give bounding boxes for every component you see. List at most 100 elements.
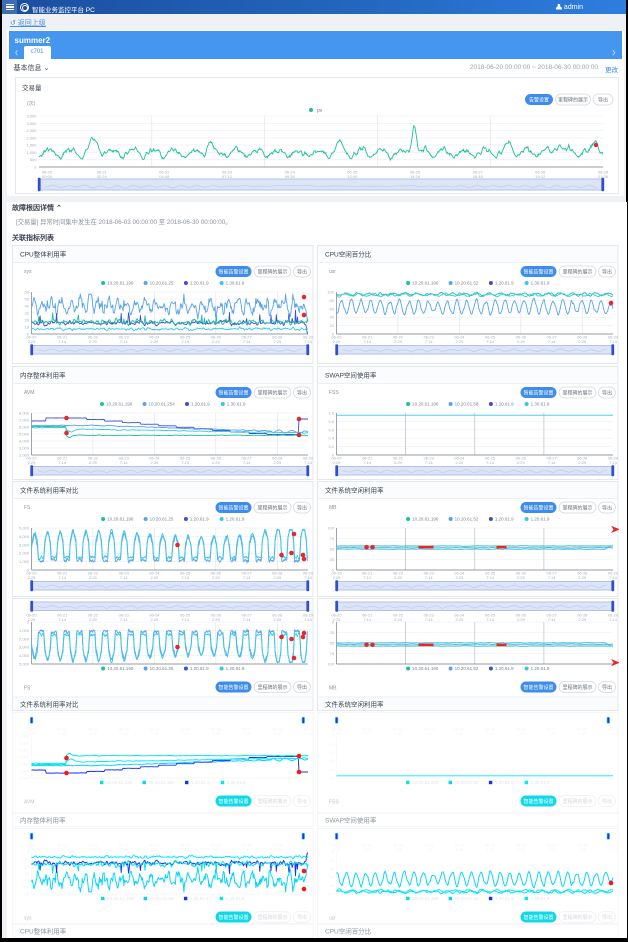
svg-text:06-29: 06-29 (303, 335, 314, 340)
svg-text:06-25: 06-25 (180, 571, 191, 576)
svg-text:10.20.61.190: 10.20.61.190 (412, 402, 439, 407)
svg-text:7:14: 7:14 (609, 339, 618, 344)
svg-text:14:24: 14:24 (410, 174, 421, 179)
svg-text:06-24: 06-24 (149, 843, 160, 848)
svg-text:导出: 导出 (602, 504, 612, 511)
svg-text:0: 0 (332, 734, 335, 739)
svg-text:2:29: 2:29 (394, 575, 403, 580)
svg-text:2:29: 2:29 (89, 731, 98, 736)
svg-text:2:29: 2:29 (456, 617, 465, 622)
svg-text:7:14: 7:14 (363, 731, 372, 736)
svg-text:1.20.61.9: 1.20.61.9 (531, 666, 550, 671)
svg-text:06-26: 06-26 (516, 335, 527, 340)
svg-text:智能告警设置: 智能告警设置 (523, 504, 553, 511)
svg-text:10.20.61.190: 10.20.61.190 (107, 281, 134, 286)
svg-text:7:14: 7:14 (120, 460, 129, 465)
svg-text:0: 0 (27, 620, 30, 625)
svg-text:7:14: 7:14 (304, 575, 313, 580)
svg-text:06-23: 06-23 (222, 170, 233, 175)
svg-text:80: 80 (330, 883, 335, 888)
svg-text:10.20.61.190: 10.20.61.190 (107, 517, 134, 522)
svg-text:1.0: 1.0 (328, 411, 334, 416)
svg-text:06-20: 06-20 (331, 727, 342, 732)
svg-text:内存整体利用率: 内存整体利用率 (20, 816, 66, 825)
svg-text:导出: 导出 (602, 684, 612, 691)
svg-text:5,000: 5,000 (19, 662, 30, 667)
svg-text:06-26: 06-26 (516, 727, 527, 732)
svg-text:2:29: 2:29 (212, 339, 221, 344)
svg-text:2:29: 2:29 (151, 617, 160, 622)
svg-text:内存整体利用率: 内存整体利用率 (20, 371, 66, 380)
svg-text:80: 80 (330, 298, 335, 303)
svg-text:10.20.61.254: 10.20.61.254 (149, 402, 176, 407)
svg-text:智能告警设置: 智能告警设置 (218, 389, 248, 396)
svg-text:2:29: 2:29 (517, 339, 526, 344)
svg-text:06-25: 06-25 (485, 456, 496, 461)
svg-text:2:29: 2:29 (333, 460, 342, 465)
svg-text:7,000: 7,000 (19, 418, 30, 423)
svg-text:7:14: 7:14 (120, 847, 129, 852)
svg-text:06-22: 06-22 (393, 335, 404, 340)
svg-text:50: 50 (25, 297, 30, 302)
svg-text:2,500: 2,500 (26, 128, 37, 133)
svg-text:3,500: 3,500 (26, 114, 37, 119)
svg-text:1.20.61.9: 1.20.61.9 (191, 402, 210, 407)
svg-text:2:29: 2:29 (28, 460, 37, 465)
svg-text:06-22: 06-22 (88, 613, 99, 618)
svg-text:智能告警设置: 智能告警设置 (218, 684, 248, 691)
svg-text:06-28: 06-28 (272, 571, 283, 576)
svg-text:40: 40 (330, 866, 335, 871)
svg-text:06-20: 06-20 (331, 571, 342, 576)
svg-text:06-27: 06-27 (241, 456, 252, 461)
svg-text:06-27: 06-27 (241, 571, 252, 576)
svg-text:1.30.61.9: 1.30.61.9 (531, 281, 550, 286)
svg-text:06-26: 06-26 (516, 613, 527, 618)
svg-text:06-27: 06-27 (546, 613, 557, 618)
svg-text:7:14: 7:14 (243, 575, 252, 580)
svg-text:7:14: 7:14 (304, 847, 313, 852)
svg-text:12:00: 12:00 (347, 174, 358, 179)
svg-text:100: 100 (327, 290, 334, 295)
svg-text:06-20: 06-20 (26, 613, 37, 618)
svg-text:FS: FS (24, 686, 31, 692)
svg-text:06-22: 06-22 (88, 571, 99, 576)
svg-text:06-25: 06-25 (485, 843, 496, 848)
svg-text:1.20.61.9: 1.20.61.9 (190, 896, 209, 901)
svg-text:06-28: 06-28 (272, 843, 283, 848)
svg-text:06-27: 06-27 (546, 335, 557, 340)
svg-text:06-21: 06-21 (57, 613, 68, 618)
svg-text:30: 30 (25, 311, 30, 316)
svg-text:导出: 导出 (297, 914, 307, 921)
svg-text:7:14: 7:14 (181, 339, 190, 344)
svg-text:智能告警设置: 智能告警设置 (218, 914, 248, 921)
svg-text:06-20: 06-20 (42, 170, 53, 175)
svg-text:2:29: 2:29 (212, 460, 221, 465)
svg-text:100: 100 (327, 892, 334, 897)
svg-text:7:14: 7:14 (120, 575, 129, 580)
svg-text:7:14: 7:14 (486, 847, 495, 852)
svg-text:06-21: 06-21 (362, 456, 373, 461)
svg-text:06-23: 06-23 (119, 613, 130, 618)
svg-text:4,000: 4,000 (19, 439, 30, 444)
svg-text:7:14: 7:14 (363, 575, 372, 580)
svg-text:2:29: 2:29 (28, 339, 37, 344)
svg-text:02:24: 02:24 (97, 174, 108, 179)
svg-text:10.20.61.190: 10.20.61.190 (106, 780, 133, 785)
svg-text:06-27: 06-27 (546, 843, 557, 848)
svg-text:10.20.61.52: 10.20.61.52 (455, 666, 479, 671)
svg-text:7:14: 7:14 (120, 731, 129, 736)
svg-text:7:14: 7:14 (548, 617, 557, 622)
svg-text:06-20: 06-20 (26, 456, 37, 461)
svg-text:2:29: 2:29 (273, 460, 282, 465)
svg-text:10.20.61.254: 10.20.61.254 (149, 780, 176, 785)
svg-text:usr: usr (329, 269, 336, 275)
svg-text:2:29: 2:29 (394, 460, 403, 465)
svg-text:7:14: 7:14 (243, 339, 252, 344)
svg-text:交易量: 交易量 (22, 83, 42, 92)
svg-text:7:14: 7:14 (609, 731, 618, 736)
svg-text:2:29: 2:29 (273, 617, 282, 622)
svg-text:文件系统利用率对比: 文件系统利用率对比 (20, 486, 79, 495)
svg-text:10.20.61.190: 10.20.61.190 (412, 896, 439, 901)
svg-text:06-24: 06-24 (149, 571, 160, 576)
svg-text:2:29: 2:29 (273, 339, 282, 344)
